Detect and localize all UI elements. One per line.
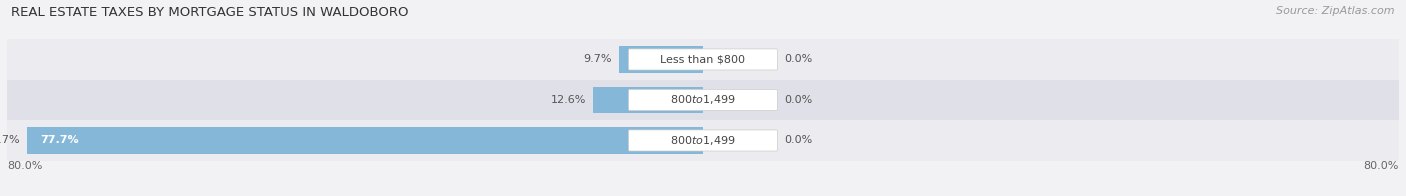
Bar [7,39,1399,80]
Text: 80.0%: 80.0% [7,161,42,171]
Text: 9.7%: 9.7% [583,54,612,64]
Text: 77.7%: 77.7% [41,135,79,145]
FancyBboxPatch shape [628,130,778,151]
Bar [593,87,703,113]
FancyBboxPatch shape [628,49,778,70]
Text: Source: ZipAtlas.com: Source: ZipAtlas.com [1277,6,1395,16]
Text: Less than $800: Less than $800 [661,54,745,64]
Text: $800 to $1,499: $800 to $1,499 [671,93,735,106]
Bar [619,46,703,73]
Text: 0.0%: 0.0% [785,135,813,145]
Text: 12.6%: 12.6% [551,95,586,105]
Text: REAL ESTATE TAXES BY MORTGAGE STATUS IN WALDOBORO: REAL ESTATE TAXES BY MORTGAGE STATUS IN … [11,6,409,19]
Text: 0.0%: 0.0% [785,95,813,105]
FancyBboxPatch shape [628,89,778,111]
Bar [7,120,1399,161]
Bar [7,80,1399,120]
Text: $800 to $1,499: $800 to $1,499 [671,134,735,147]
Text: 0.0%: 0.0% [785,54,813,64]
Text: 80.0%: 80.0% [1364,161,1399,171]
Text: 77.7%: 77.7% [0,135,20,145]
Bar [27,127,703,154]
